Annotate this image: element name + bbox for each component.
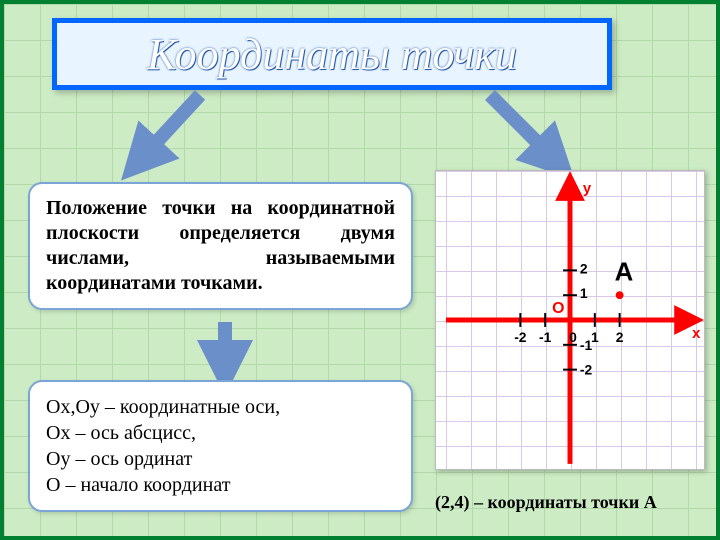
svg-text:2: 2: [616, 329, 624, 345]
axes-line-2: Oy – ось ординат: [46, 446, 395, 472]
svg-text:0: 0: [569, 329, 577, 345]
svg-text:-1: -1: [539, 329, 552, 345]
x-tick-labels: -2 -1 0 1 2: [514, 329, 624, 345]
svg-text:-2: -2: [580, 362, 593, 378]
title-box: Координаты точки: [52, 18, 612, 90]
coordinate-graph: -2 -1 0 1 2 -2 -1 1 2 x y O A: [435, 170, 705, 470]
svg-text:2: 2: [580, 260, 588, 276]
point-caption: (2,4) – координаты точки A: [435, 492, 705, 513]
axes-line-0: Ox,Oy – координатные оси,: [46, 394, 395, 420]
svg-text:-2: -2: [514, 329, 527, 345]
title-text: Координаты точки: [147, 29, 517, 80]
svg-text:1: 1: [580, 285, 588, 301]
definition-callout: Положение точки на координатной плоскост…: [28, 182, 413, 310]
svg-text:-1: -1: [580, 337, 593, 353]
origin-label: O: [552, 300, 564, 317]
point-a: [616, 291, 624, 299]
axes-line-1: Ox – ось абсцисс,: [46, 420, 395, 446]
point-a-label: A: [615, 258, 634, 286]
graph-svg: -2 -1 0 1 2 -2 -1 1 2 x y O A: [436, 171, 704, 469]
definition-text: Положение точки на координатной плоскост…: [46, 196, 395, 296]
axes-callout: Ox,Oy – координатные оси, Ox – ось абсци…: [28, 380, 413, 512]
y-axis-label: y: [583, 181, 592, 197]
x-axis-label: x: [692, 326, 701, 342]
axes-line-3: O – начало координат: [46, 472, 395, 498]
